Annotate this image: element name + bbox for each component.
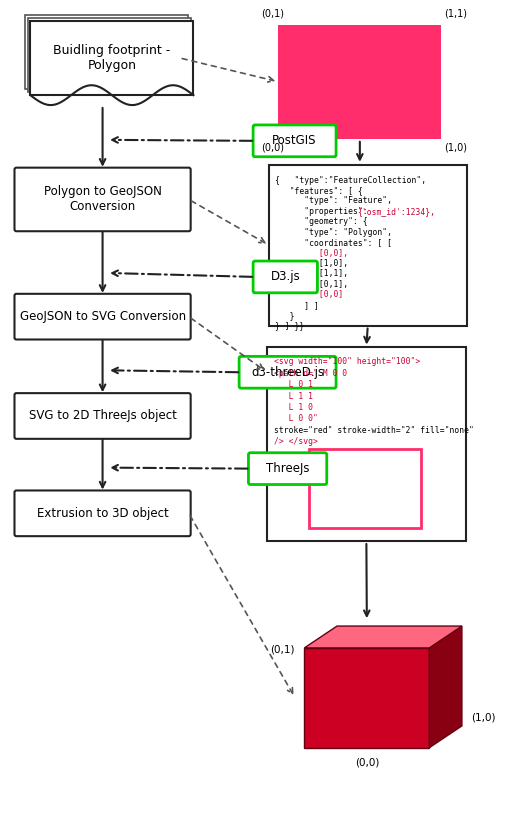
Text: D3.js: D3.js: [270, 270, 300, 284]
FancyBboxPatch shape: [14, 393, 191, 439]
Text: ] ]: ] ]: [275, 301, 319, 310]
Text: d3-threeD.js: d3-threeD.js: [251, 366, 324, 379]
Text: "type": "Feature",: "type": "Feature",: [275, 197, 392, 205]
Text: Polygon to GeoJSON
Conversion: Polygon to GeoJSON Conversion: [43, 185, 161, 213]
Text: "type": "Polygon",: "type": "Polygon",: [275, 227, 392, 237]
Text: (1,0): (1,0): [471, 713, 496, 723]
Text: (0,1): (0,1): [262, 9, 285, 19]
Text: L 1 1: L 1 1: [273, 392, 313, 400]
Bar: [278, 25, 442, 139]
Text: "properties":: "properties":: [275, 207, 373, 216]
FancyBboxPatch shape: [14, 168, 191, 232]
Text: L 0 1: L 0 1: [273, 380, 313, 390]
Text: } ] }}: } ] }}: [275, 322, 305, 331]
FancyBboxPatch shape: [248, 452, 327, 485]
Text: [0,1],: [0,1],: [275, 280, 349, 289]
Text: "features": [ {: "features": [ {: [275, 186, 363, 195]
Bar: [28, 17, 191, 92]
Text: /> </svg>: /> </svg>: [273, 437, 317, 447]
Text: "coordinates": [ [: "coordinates": [ [: [275, 238, 392, 247]
Text: L 1 0: L 1 0: [273, 403, 313, 412]
Bar: [269, 165, 467, 326]
Polygon shape: [305, 626, 462, 648]
Text: <path d=" M 0 0: <path d=" M 0 0: [273, 369, 347, 378]
FancyBboxPatch shape: [14, 490, 191, 536]
Text: L 0 0": L 0 0": [273, 414, 317, 423]
Text: (0,0): (0,0): [355, 758, 379, 767]
Text: }: }: [275, 311, 295, 320]
Polygon shape: [429, 626, 462, 748]
Text: <svg width="100" height="100">: <svg width="100" height="100">: [273, 357, 420, 366]
Text: [1,1],: [1,1],: [275, 270, 349, 279]
FancyBboxPatch shape: [239, 356, 336, 388]
Text: {'osm_id':1234},: {'osm_id':1234},: [358, 207, 435, 216]
FancyBboxPatch shape: [14, 294, 191, 340]
Text: [0,0]: [0,0]: [275, 290, 344, 299]
Text: Extrusion to 3D object: Extrusion to 3D object: [37, 507, 169, 520]
Text: ThreeJs: ThreeJs: [266, 462, 309, 476]
Text: (1,0): (1,0): [444, 143, 467, 153]
Bar: [30, 21, 194, 95]
Text: GeoJSON to SVG Conversion: GeoJSON to SVG Conversion: [19, 310, 185, 323]
Text: (1,1): (1,1): [444, 9, 467, 19]
Text: "geometry": {: "geometry": {: [275, 218, 368, 227]
Text: PostGIS: PostGIS: [272, 134, 317, 147]
Text: (0,1): (0,1): [270, 645, 295, 655]
Bar: [25, 15, 188, 89]
Text: Buidling footprint -
Polygon: Buidling footprint - Polygon: [53, 44, 171, 72]
FancyBboxPatch shape: [253, 261, 317, 293]
Text: stroke="red" stroke-width="2" fill="none": stroke="red" stroke-width="2" fill="none…: [273, 426, 474, 435]
Text: SVG to 2D ThreeJs object: SVG to 2D ThreeJs object: [29, 409, 176, 423]
Bar: [267, 347, 466, 541]
Polygon shape: [305, 648, 429, 748]
Text: [0,0],: [0,0],: [275, 249, 349, 258]
Text: [1,0],: [1,0],: [275, 259, 349, 268]
Bar: [309, 449, 421, 528]
Text: (0,0): (0,0): [262, 143, 285, 153]
Text: {   "type":"FeatureCollection",: { "type":"FeatureCollection",: [275, 175, 427, 184]
FancyBboxPatch shape: [253, 125, 336, 157]
